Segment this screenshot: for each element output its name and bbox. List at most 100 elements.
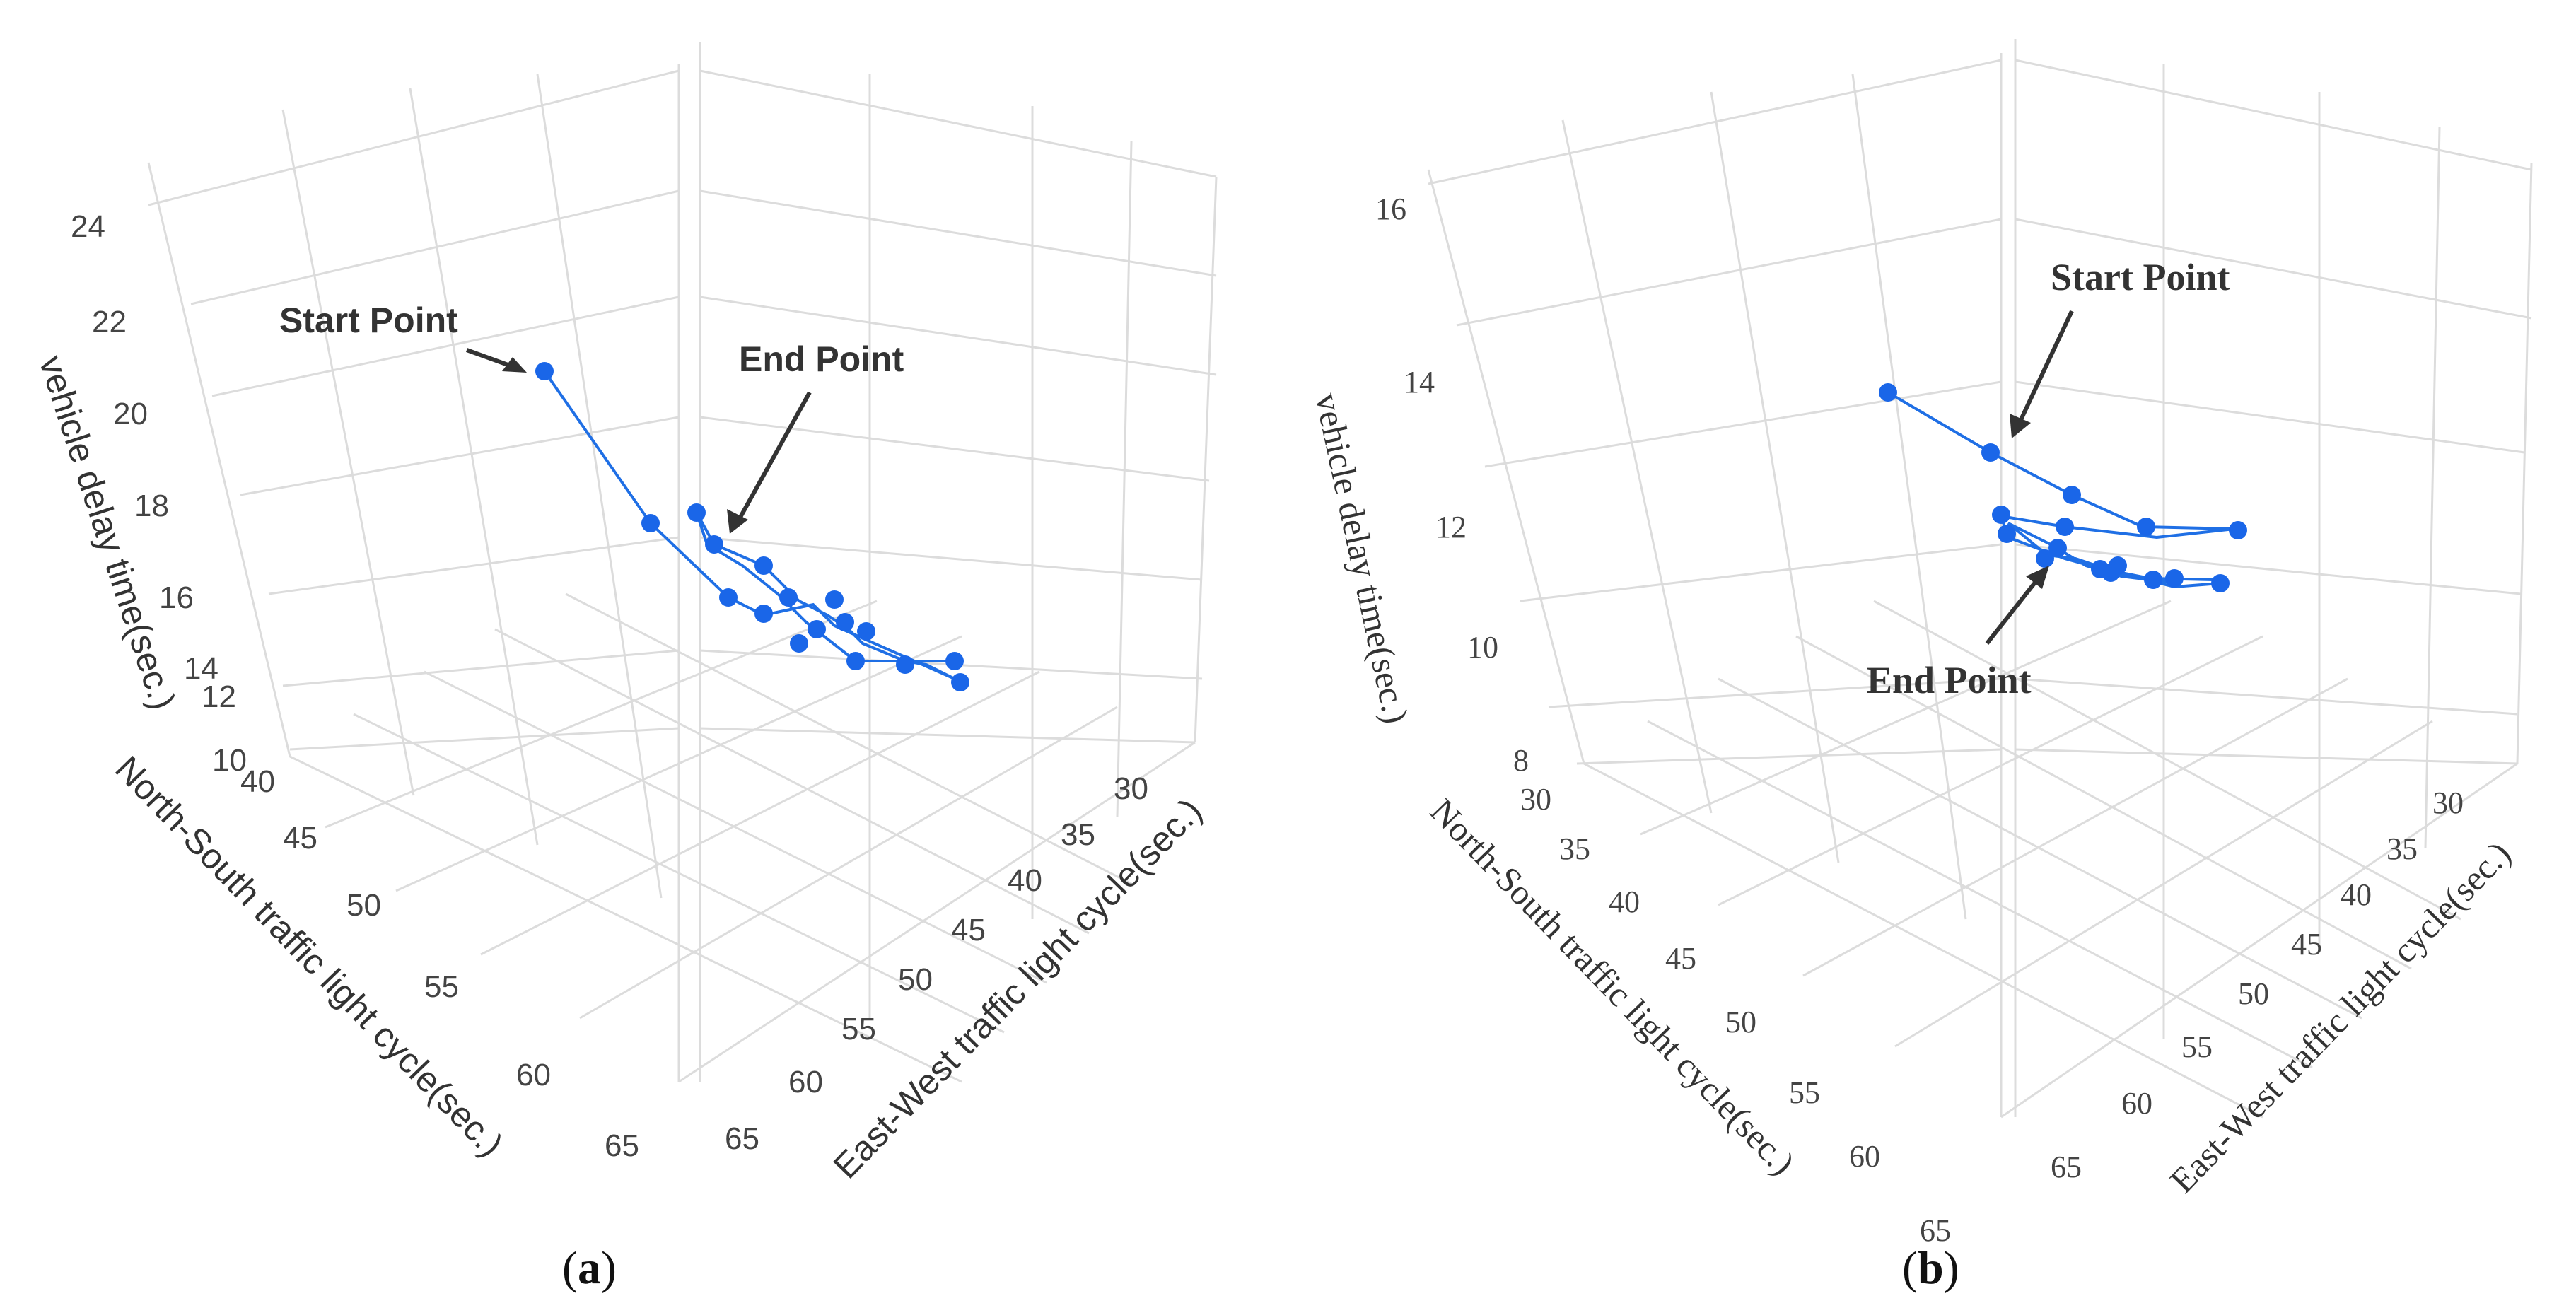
ew-tick: 65 <box>725 1121 759 1156</box>
ew-tick: 60 <box>2121 1086 2152 1121</box>
ns-tick: 35 <box>1559 831 1590 866</box>
ew-tick: 45 <box>951 913 986 947</box>
z-tick: 8 <box>1513 743 1529 778</box>
panel-a-ns-label: North-South traffic light cycle(sec.) <box>107 749 511 1164</box>
data-point <box>1981 443 2000 462</box>
ew-tick: 30 <box>2432 786 2464 820</box>
end-arrow-head <box>2026 566 2049 589</box>
z-tick: 16 <box>1375 192 1406 226</box>
ns-tick: 55 <box>424 969 459 1004</box>
ns-tick: 45 <box>1665 941 1696 976</box>
data-point <box>836 613 854 631</box>
start-arrow-head <box>502 357 527 373</box>
panel-a-start-annotation: Start Point <box>279 300 458 340</box>
ns-tick: 45 <box>283 821 317 856</box>
ns-tick: 40 <box>240 764 275 799</box>
panel-b-caption: (b) <box>1902 1242 1959 1294</box>
ew-tick: 45 <box>2291 927 2322 962</box>
panel-b: 16 14 12 10 8 vehicle delay time(sec.) 3… <box>1307 39 2533 1294</box>
panel-b-end-annotation: End Point <box>1867 659 2032 701</box>
data-point <box>754 605 773 623</box>
panel-b-letter: b <box>1918 1242 1944 1294</box>
z-tick: 14 <box>1404 365 1435 399</box>
data-point <box>1992 506 2010 524</box>
panel-b-ew-ticks: 30 35 40 45 50 55 60 65 <box>2051 786 2464 1184</box>
data-point <box>896 655 914 674</box>
z-tick: 20 <box>113 397 148 431</box>
end-arrow-head <box>727 509 748 534</box>
end-arrow-shaft <box>737 391 812 521</box>
data-point <box>719 588 738 607</box>
ew-tick: 35 <box>1061 817 1095 852</box>
ew-tick: 35 <box>2386 831 2418 866</box>
data-point <box>1998 525 2016 543</box>
panel-b-z-label: vehicle delay time(sec.) <box>1307 390 1416 727</box>
ns-tick: 50 <box>1725 1005 1756 1039</box>
data-point <box>825 590 844 609</box>
ns-tick: 50 <box>346 888 381 923</box>
data-point <box>2048 539 2067 557</box>
panel-b-grid <box>1427 39 2533 1119</box>
panel-a-grid <box>147 42 1218 1083</box>
data-point <box>2137 518 2155 536</box>
z-tick: 10 <box>1467 630 1498 665</box>
data-point <box>857 622 875 641</box>
ew-tick: 50 <box>898 962 933 997</box>
data-point <box>2211 574 2230 592</box>
ew-tick: 55 <box>2181 1029 2213 1064</box>
z-tick: 14 <box>184 651 218 686</box>
ns-tick: 60 <box>1849 1139 1880 1174</box>
panel-a-z-ticks: 24 22 20 18 16 14 12 10 <box>71 209 247 778</box>
ew-tick: 50 <box>2238 976 2269 1011</box>
ns-tick: 65 <box>1920 1213 1951 1248</box>
data-point <box>779 588 798 607</box>
z-tick: 10 <box>212 743 247 778</box>
ew-tick: 65 <box>2051 1150 2082 1184</box>
data-point <box>808 620 826 638</box>
data-point <box>2056 518 2074 536</box>
panel-a-ew-label: East-West traffic light cycle(sec.) <box>826 790 1210 1186</box>
panel-a-caption: (a) <box>562 1242 617 1294</box>
data-point <box>754 556 773 575</box>
data-point <box>945 652 964 670</box>
z-tick: 18 <box>134 489 169 523</box>
ns-tick: 55 <box>1789 1075 1820 1110</box>
data-point <box>641 514 660 532</box>
z-tick: 12 <box>202 679 236 714</box>
z-tick: 22 <box>92 305 127 339</box>
z-tick: 16 <box>159 580 194 615</box>
panel-a: 24 22 20 18 16 14 12 10 vehicle delay ti… <box>32 42 1218 1294</box>
z-tick: 12 <box>1435 510 1467 544</box>
ew-tick: 55 <box>841 1012 876 1046</box>
end-arrow-shaft <box>1985 575 2042 645</box>
ew-tick: 60 <box>788 1065 823 1099</box>
data-point <box>2229 521 2247 539</box>
data-point <box>2063 486 2081 504</box>
panel-b-ns-label: North-South traffic light cycle(sec.) <box>1423 791 1802 1183</box>
panel-a-ew-ticks: 30 35 40 45 50 55 60 65 <box>725 771 1148 1156</box>
panel-a-letter: a <box>578 1242 601 1294</box>
data-point <box>2165 569 2184 588</box>
data-point <box>2144 571 2162 589</box>
panel-a-points <box>535 362 969 691</box>
panel-b-z-ticks: 16 14 12 10 8 <box>1375 192 1529 778</box>
z-tick: 24 <box>71 209 105 244</box>
data-point <box>951 673 969 691</box>
ns-tick: 65 <box>605 1128 639 1163</box>
ew-tick: 30 <box>1114 771 1148 806</box>
ns-tick: 30 <box>1520 782 1551 817</box>
data-point <box>2109 556 2127 575</box>
data-point <box>790 634 808 653</box>
data-point <box>687 503 706 522</box>
ew-tick: 40 <box>2341 877 2372 912</box>
panel-a-z-label: vehicle delay time(sec.) <box>32 351 184 714</box>
ns-tick: 60 <box>516 1058 551 1092</box>
ew-tick: 40 <box>1008 863 1042 898</box>
panel-b-ns-ticks: 30 35 40 45 50 55 60 65 <box>1520 782 1951 1248</box>
panel-b-points <box>1879 383 2247 592</box>
data-point <box>846 652 865 670</box>
panel-b-series-line <box>1887 391 2235 589</box>
data-point <box>2036 549 2054 568</box>
panel-a-end-annotation: End Point <box>739 339 904 379</box>
